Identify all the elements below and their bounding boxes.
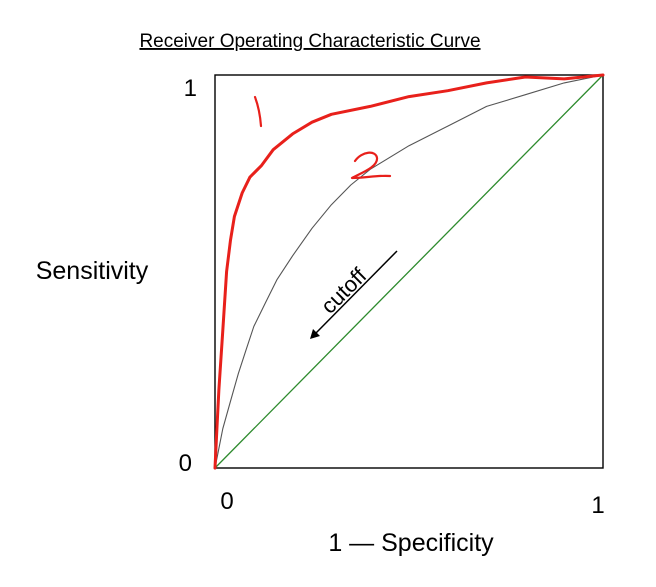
x-tick-right: 1 [591,492,604,519]
cutoff-label: cutoff [316,262,372,318]
plot-frame [214,74,604,469]
y-tick-bottom: 0 [179,450,192,477]
roc-curve-2 [214,74,604,469]
x-tick-left: 0 [220,488,233,515]
cutoff-arrowhead [310,329,320,339]
series-label-2-mark [350,151,392,180]
x-axis-label: 1 — Specificity [328,529,494,557]
diagonal-reference-line [214,74,604,469]
chart-title: Receiver Operating Characteristic Curve [139,31,480,52]
cutoff-arrow-shaft [315,250,398,334]
y-axis-label: Sensitivity [36,257,149,285]
series-layer [213,73,605,470]
y-tick-top: 1 [184,75,197,102]
cutoff-annotation: cutoff [310,250,398,339]
series-label-1-mark [253,95,263,128]
roc-curve-1 [213,73,605,470]
